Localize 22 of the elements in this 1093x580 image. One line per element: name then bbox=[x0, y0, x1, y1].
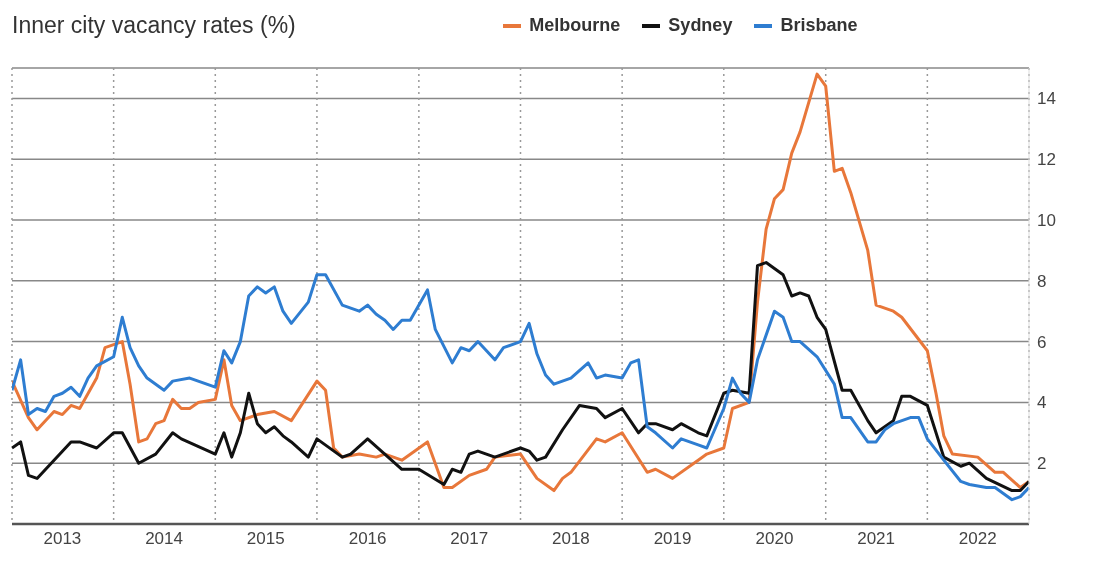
x-tick-label: 2014 bbox=[145, 529, 183, 549]
chart-title: Inner city vacancy rates (%) bbox=[12, 12, 296, 39]
legend-label: Sydney bbox=[668, 15, 733, 36]
legend-label: Brisbane bbox=[780, 15, 858, 36]
x-tick-label: 2018 bbox=[551, 529, 590, 549]
y-tick-label: 2 bbox=[1037, 454, 1047, 474]
y-tick-label: 4 bbox=[1037, 393, 1047, 413]
y-tick-label: 6 bbox=[1037, 332, 1047, 352]
x-tick-label: 2022 bbox=[958, 529, 997, 549]
y-tick-label: 8 bbox=[1037, 271, 1047, 291]
x-tick-label: 2020 bbox=[755, 529, 794, 549]
x-tick-label: 2016 bbox=[348, 529, 387, 549]
y-tick-label: 14 bbox=[1037, 89, 1056, 109]
x-tick-label: 2021 bbox=[857, 529, 896, 549]
y-tick-label: 10 bbox=[1037, 211, 1056, 231]
x-tick-label: 2019 bbox=[653, 529, 692, 549]
x-tick-label: 2015 bbox=[246, 529, 285, 549]
x-tick-label: 2017 bbox=[450, 529, 489, 549]
x-tick-label: 2013 bbox=[43, 529, 82, 549]
legend-label: Melbourne bbox=[529, 15, 621, 36]
line-series bbox=[12, 72, 1029, 493]
y-tick-label: 12 bbox=[1037, 150, 1056, 170]
